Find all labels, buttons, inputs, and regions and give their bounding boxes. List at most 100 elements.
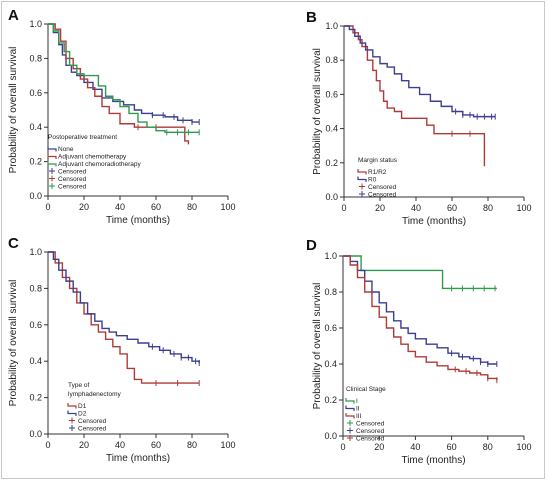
- panel-b-y-tick-label: 0.6: [325, 89, 338, 99]
- panel-d-legend-label: Censored: [356, 421, 385, 428]
- panel-b-x-tick-label: 0: [341, 203, 346, 213]
- panel-d-legend-label: III: [356, 413, 362, 420]
- panel-d-legend-swatch: [347, 420, 353, 426]
- panel-b-x-tick-label: 40: [411, 203, 421, 213]
- panel-d-y-tick-label: 0.4: [324, 359, 337, 369]
- panel-a-y-axis-label: Probability of overall survival: [8, 47, 19, 174]
- panel-a-legend-swatch: [47, 146, 57, 152]
- panel-b-y-tick-label: 0.2: [325, 158, 338, 168]
- panel-b-legend-label: R1/R2: [368, 169, 387, 176]
- panel-a-y-tick-label: 0.2: [29, 157, 42, 167]
- panel-a-y-tick-label: 0.4: [29, 122, 42, 132]
- panel-a-legend-swatch: [49, 175, 55, 182]
- panel-c-x-tick-label: 80: [187, 440, 197, 450]
- panel-c-x-tick-label: 0: [45, 440, 50, 450]
- panel-a-series-0-line: [48, 23, 200, 123]
- panel-d-y-tick-label: 1.0: [324, 251, 337, 261]
- panel-b-legend-swatch: [357, 169, 367, 175]
- panel-b-y-axis-label: Probability of overall survival: [312, 48, 323, 175]
- panel-d-x-tick-label: 20: [374, 442, 384, 452]
- panel-d-y-tick-label: 0.8: [324, 287, 337, 297]
- panel-c-legend-swatch: [67, 410, 77, 416]
- panel-a-legend-swatch: [49, 168, 55, 174]
- panel-c-label: C: [8, 235, 19, 252]
- panel-d-y-tick-label: 0.2: [324, 395, 337, 405]
- panel-c-legend-swatch: [67, 403, 77, 409]
- panel-d-label: D: [306, 237, 317, 254]
- panel-a-y-tick-label: 0.6: [29, 88, 42, 98]
- panel-a-y-tick-label: 0.8: [29, 53, 42, 63]
- panel-a-x-tick-label: 60: [151, 202, 161, 212]
- panel-c-y-tick-label: 0.8: [29, 283, 42, 293]
- panel-a-y-tick-label: 1.0: [29, 19, 42, 29]
- panel-c-legend-label: D1: [78, 403, 87, 410]
- panel-d-legend-label: Censored: [356, 428, 385, 435]
- panel-a-legend-label: Adjuvant chemotherapy: [58, 154, 127, 161]
- panel-c-legend-label: Censored: [78, 426, 107, 433]
- panel-d-legend-swatch: [347, 427, 353, 434]
- panel-b-x-tick-label: 20: [375, 203, 385, 213]
- panel-b-legend-swatch: [359, 183, 365, 190]
- panel-d-legend-label: Censored: [356, 436, 385, 443]
- panel-a-legend-label: Censored: [58, 176, 87, 183]
- panel-c-y-axis-label: Probability of overall survival: [8, 280, 19, 407]
- panel-c-legend-swatch: [69, 425, 75, 431]
- panel-a-x-axis-label: Time (months): [106, 215, 170, 226]
- panel-a-x-tick-label: 80: [187, 202, 197, 212]
- panel-c-y-tick-label: 1.0: [29, 247, 42, 257]
- panel-a-y-tick-label: 0.0: [29, 191, 42, 201]
- panel-b-y-tick-label: 0.0: [325, 192, 338, 202]
- panel-d-series-2-line: [343, 255, 498, 381]
- panel-b-legend-swatch: [357, 176, 367, 182]
- panel-a-label: A: [8, 7, 19, 24]
- figure-border: [1, 1, 545, 479]
- panel-a-series-2-line: [48, 23, 200, 134]
- panel-a-legend-title: Postoperative treatment: [48, 134, 117, 141]
- panel-d-x-tick-label: 100: [516, 442, 531, 452]
- panel-d-series-0-line: [343, 255, 497, 290]
- panel-d-legend-swatch: [345, 398, 355, 404]
- panel-b-label: B: [306, 9, 317, 26]
- panel-c-x-tick-label: 60: [151, 440, 161, 450]
- panel-c-x-tick-label: 100: [220, 440, 235, 450]
- panel-b-legend-swatch: [359, 191, 365, 197]
- panel-b-y-tick-label: 0.8: [325, 55, 338, 65]
- panel-d-legend-label: II: [356, 406, 360, 413]
- panel-b-legend-label: Censored: [368, 184, 397, 191]
- panel-d-y-tick-label: 0.0: [324, 431, 337, 441]
- panel-a-legend-swatch: [47, 153, 57, 159]
- panel-c-legend-label: Censored: [78, 418, 107, 425]
- panel-c-x-axis-label: Time (months): [106, 453, 170, 464]
- panel-b-legend-label: Censored: [368, 192, 397, 199]
- panel-b-legend-title: Margin status: [358, 157, 398, 164]
- panel-c-legend-title: Type of: [68, 382, 90, 389]
- panel-c-series-1-line: [48, 251, 200, 364]
- panel-a-x-tick-label: 40: [115, 202, 125, 212]
- panel-a-x-tick-label: 20: [79, 202, 89, 212]
- panel-b-x-tick-label: 80: [483, 203, 493, 213]
- panel-a-x-tick-label: 0: [45, 202, 50, 212]
- panel-a-legend-label: Censored: [58, 169, 87, 176]
- panel-d-x-tick-label: 60: [447, 442, 457, 452]
- panel-a-legend-label: Adjuvant chemoradiotherapy: [58, 161, 141, 168]
- panel-d-legend-label: I: [356, 398, 358, 405]
- panel-d-y-tick-label: 0.6: [324, 323, 337, 333]
- panel-b-x-tick-label: 60: [447, 203, 457, 213]
- panel-c-y-tick-label: 0.0: [29, 429, 42, 439]
- panel-c-x-tick-label: 40: [115, 440, 125, 450]
- panel-d-legend-title: Clinical Stage: [346, 386, 386, 393]
- panel-a-series-1-line: [48, 23, 190, 145]
- panel-c-y-tick-label: 0.2: [29, 393, 42, 403]
- panel-c-legend-title: lymphadenectomy: [68, 391, 121, 398]
- panel-d-x-axis-label: Time (months): [401, 455, 465, 466]
- panel-c-x-tick-label: 20: [79, 440, 89, 450]
- panel-b-y-tick-label: 1.0: [325, 21, 338, 31]
- panel-a-x-tick-label: 100: [220, 202, 235, 212]
- panel-d-x-tick-label: 0: [340, 442, 345, 452]
- panel-a-legend-swatch: [49, 183, 55, 189]
- panel-a-legend-label: None: [58, 146, 74, 153]
- panel-b-y-tick-label: 0.4: [325, 124, 338, 134]
- panel-d-legend-swatch: [347, 435, 353, 441]
- panel-b-x-axis-label: Time (months): [402, 216, 466, 227]
